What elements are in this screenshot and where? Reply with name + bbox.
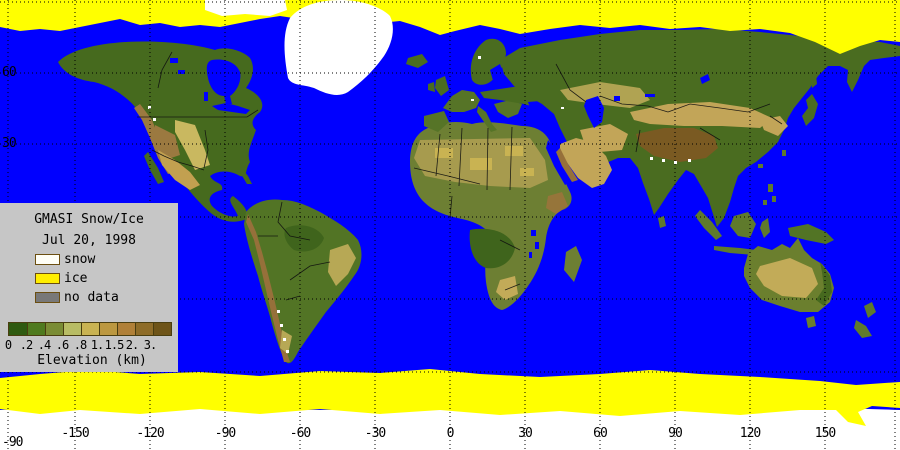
legend-item-no-data: no data <box>0 291 178 305</box>
lon-label: -150 <box>61 426 89 441</box>
lon-label: 120 <box>739 426 761 441</box>
continent-north-america <box>58 41 263 222</box>
colorbar-tick: 0 <box>4 338 12 352</box>
country-borders <box>137 51 783 301</box>
colorbar-tick: 1.5 <box>104 338 125 352</box>
java <box>714 246 756 255</box>
andes <box>246 214 290 362</box>
lon-label: 0 <box>446 426 455 441</box>
colorbar-cell <box>27 323 45 335</box>
colorbar-cell <box>117 323 135 335</box>
ice-label: ice <box>64 271 88 286</box>
lon-label: 30 <box>518 426 533 441</box>
lat-label-30: 30 <box>2 136 17 151</box>
colorbar-cell <box>153 323 171 335</box>
lon-label: 60 <box>593 426 608 441</box>
lon-label: 150 <box>814 426 836 441</box>
lon-label: -30 <box>364 426 386 441</box>
lon-label: 90 <box>668 426 683 441</box>
no-data-swatch <box>35 292 60 303</box>
great-lakes <box>212 103 250 114</box>
baltic-sea <box>490 64 504 84</box>
colorbar-tick: .8 <box>73 338 87 352</box>
legend-title: GMASI Snow/Ice <box>34 212 144 227</box>
continent-europe <box>406 38 558 132</box>
lake-baikal <box>700 74 710 84</box>
elevation-colorbar <box>8 322 172 336</box>
colorbar-cell <box>45 323 63 335</box>
iceland <box>406 54 428 68</box>
colorbar-ticks: 0 .2 .4 .6 .8 1. 1.5 2. 3. <box>0 339 178 352</box>
lat-label-60: 60 <box>2 65 17 80</box>
colorbar-title: Elevation (km) <box>37 353 147 368</box>
legend-item-snow: snow <box>0 253 178 267</box>
great-plains <box>175 120 210 170</box>
antarctic-ice-band <box>0 369 900 426</box>
red-sea <box>546 140 570 185</box>
colorbar-cell <box>63 323 81 335</box>
legend-date: Jul 20, 1998 <box>42 233 136 248</box>
colorbar-tick: .6 <box>55 338 69 352</box>
lon-label: -90 <box>214 426 236 441</box>
madagascar <box>564 246 582 282</box>
lon-label: -120 <box>136 426 164 441</box>
no-data-label: no data <box>64 290 119 305</box>
colorbar-cell <box>81 323 99 335</box>
new-zealand <box>864 302 876 318</box>
australian-outback <box>756 258 818 298</box>
snow-label: snow <box>64 252 96 267</box>
colorbar-cell <box>9 323 27 335</box>
ethiopian-highlands <box>546 192 568 214</box>
sri-lanka <box>658 216 666 228</box>
legend-panel: GMASI Snow/Ice Jul 20, 1998 snow ice no … <box>0 203 178 372</box>
british-isles <box>435 76 449 96</box>
new-guinea <box>788 224 834 244</box>
colorbar-cell <box>135 323 153 335</box>
colorbar-tick: .4 <box>37 338 51 352</box>
legend-item-ice: ice <box>0 272 178 286</box>
gobi-tarim <box>630 102 772 128</box>
continent-oceania <box>695 210 876 338</box>
colorbar-tick: .2 <box>19 338 33 352</box>
congo-basin <box>469 228 515 269</box>
borneo <box>730 212 756 238</box>
colorbar-tick: 1. <box>90 338 104 352</box>
colorbar-tick: 2. <box>125 338 139 352</box>
caspian-sea <box>584 96 604 128</box>
ice-swatch <box>35 273 60 284</box>
mountain-snow-specks <box>148 56 691 353</box>
tibetan-plateau <box>636 128 718 162</box>
colorbar-cell <box>99 323 117 335</box>
hudson-bay <box>206 59 241 104</box>
japan <box>802 94 818 126</box>
southwest-desert <box>158 150 200 190</box>
lon-label: -60 <box>289 426 311 441</box>
snow-swatch <box>35 254 60 265</box>
continent-asia <box>500 29 900 228</box>
continent-south-america <box>244 199 362 364</box>
sumatra <box>695 210 722 240</box>
sulawesi <box>760 218 770 238</box>
colorbar-tick: 3. <box>143 338 157 352</box>
lat-label-minus90: -90 <box>2 435 24 450</box>
tasmania <box>806 316 816 328</box>
